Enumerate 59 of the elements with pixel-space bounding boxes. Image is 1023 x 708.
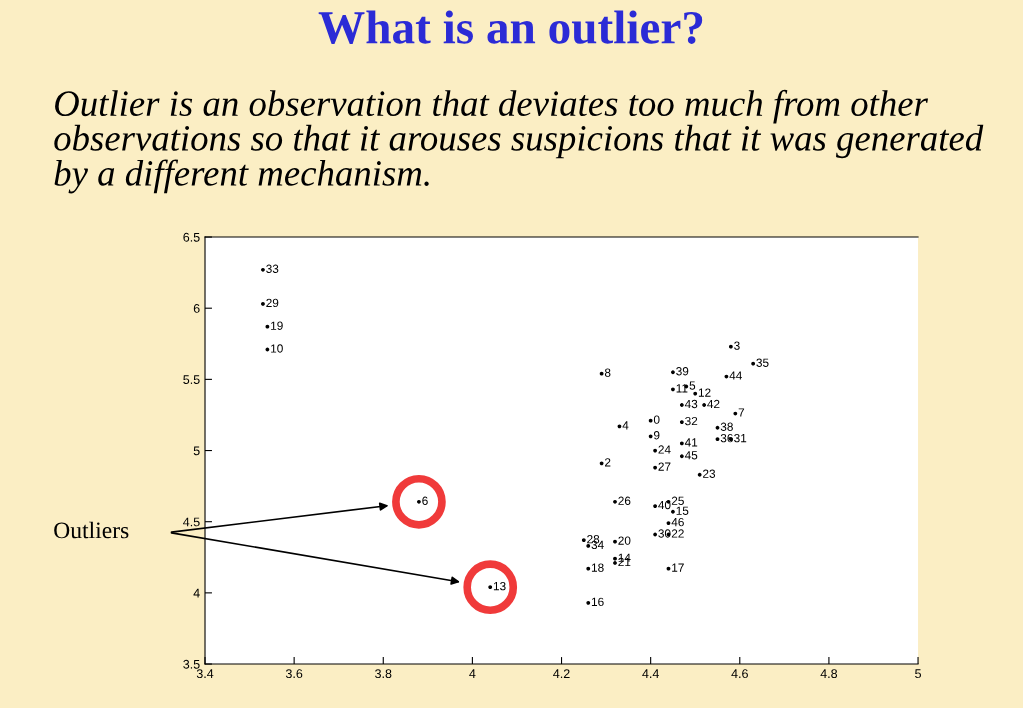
y-tick-label: 5.5	[183, 375, 200, 385]
x-tick-label: 4	[469, 669, 476, 678]
annotation: 22	[671, 529, 684, 538]
annotation: 32	[685, 416, 698, 426]
annotation: 4	[622, 421, 629, 430]
annotation: 25	[671, 496, 684, 505]
x-tick-label: 3.6	[285, 669, 303, 679]
annotation: 41	[684, 438, 698, 447]
annotation: 17	[672, 563, 684, 572]
x-tick-label: 3.8	[375, 669, 392, 679]
annotation: 18	[591, 563, 604, 572]
annotation: 46	[671, 517, 684, 527]
y-tick-label: 4	[193, 588, 200, 598]
annotation: 36	[720, 433, 733, 443]
annotation: 27	[658, 462, 671, 471]
y-tick-label: 3.5	[183, 659, 200, 669]
x-tick-label: 4.4	[642, 669, 659, 678]
annotation: 45	[684, 451, 698, 460]
x-tick-label: 5	[915, 669, 921, 679]
y-tick-label: 5	[193, 446, 200, 456]
annotation: 7	[738, 408, 745, 417]
annotation: 20	[618, 536, 631, 545]
y-tick-label: 4.5	[183, 517, 200, 527]
annotation: 9	[653, 431, 660, 440]
annotation: 30	[658, 529, 671, 538]
annotation: 11	[676, 384, 688, 393]
annotation: 6	[422, 496, 428, 505]
annotation: 43	[684, 399, 698, 409]
annotation: 13	[493, 581, 506, 591]
annotation: 24	[658, 445, 671, 454]
annotation: 0	[653, 415, 660, 424]
x-tick-label: 4.8	[820, 669, 838, 679]
annotation: 10	[271, 344, 283, 353]
annotation: 15	[676, 506, 689, 515]
chart-subtitle: Outlier is an observation that deviates too much from other observations so that it arouses suspicions that it was generated by a different mechanism.	[54, 89, 984, 194]
y-tick-label: 6.5	[183, 232, 200, 242]
annotation: 5	[689, 381, 696, 390]
annotation: 39	[676, 367, 689, 376]
annotation: 2	[605, 458, 611, 467]
annotation: 19	[271, 321, 283, 330]
annotation: 31	[734, 433, 747, 443]
x-tick-label: 4.6	[731, 669, 748, 679]
annotation: 38	[720, 422, 733, 431]
annotation: 23	[703, 469, 716, 478]
annotation: 29	[266, 298, 279, 308]
annotation: 44	[729, 371, 742, 380]
annotation: 16	[591, 597, 604, 606]
annotation: 35	[756, 358, 769, 367]
annotation: 3	[734, 341, 740, 350]
annotation: 42	[707, 399, 720, 409]
x-tick-label: 4.2	[553, 669, 570, 678]
y-tick-label: 6	[193, 304, 200, 313]
annotation: 26	[618, 496, 631, 505]
annotation: 33	[266, 264, 279, 273]
annotation: 8	[604, 368, 611, 377]
annotation: 12	[698, 388, 711, 397]
chart-title: What is an outlier?	[318, 10, 703, 44]
x-tick-label: 3.4	[196, 669, 214, 679]
text: Outliers	[54, 521, 129, 539]
